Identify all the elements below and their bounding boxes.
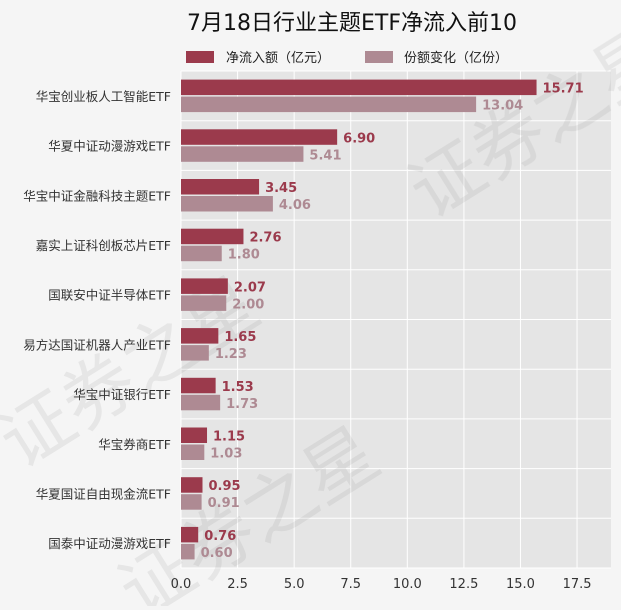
bar-share-change [181,245,222,262]
bar-net-inflow [181,129,338,145]
bar-net-inflow [181,477,203,493]
data-label-share-change: 1.80 [228,248,260,263]
legend-swatch-share-change [365,51,393,63]
bar-net-inflow [181,328,219,344]
data-label-share-change: 13.04 [482,99,523,114]
data-label-net-inflow: 2.07 [234,280,266,295]
bar-share-change [181,96,477,113]
data-label-share-change: 1.23 [215,347,247,362]
bar-share-change [181,345,209,361]
x-tick-label: 17.5 [563,577,592,592]
y-category-label: 华宝券商ETF [98,437,171,452]
y-category-label: 华宝中证金融科技主题ETF [23,188,171,203]
x-tick-label: 15.0 [506,577,535,592]
legend-swatch-net-inflow [186,51,214,63]
bar-share-change [181,543,195,560]
x-tick-label: 12.5 [449,577,478,592]
bar-net-inflow [181,526,199,543]
legend: 净流入额（亿元） 份额变化（亿份） [186,50,508,66]
data-label-net-inflow: 1.65 [224,330,256,345]
data-label-share-change: 2.00 [232,297,264,312]
x-tick-label: 7.5 [340,577,361,592]
data-label-net-inflow: 0.76 [204,529,236,544]
bar-share-change [181,394,221,411]
bar-labels: 15.71 13.04 6.905.41 3.45 4.06 2.76 1.80 2.07 2.… [201,82,584,561]
bar-share-change [181,494,202,510]
data-label-net-inflow: 0.95 [209,479,241,494]
y-category-label: 华夏中证动漫游戏ETF [48,139,171,154]
y-category-label: 嘉实上证科创板芯片ETF [36,238,171,253]
x-tick-label: 10.0 [393,577,422,592]
bar-net-inflow [181,179,260,195]
data-label-share-change: 5.41 [309,148,341,163]
y-axis-labels: 华宝创业板人工智能ETF 华夏中证动漫游戏ETF 华宝中证金融科技主题ETF 嘉实上证… [23,89,171,551]
y-category-label: 华宝创业板人工智能ETF [36,89,171,104]
bar-net-inflow [181,427,208,443]
y-category-label: 华宝中证银行ETF [73,387,171,402]
bar-net-inflow [181,377,216,394]
y-category-label: 华夏国证自由现金流ETF [36,486,171,501]
data-label-share-change: 0.91 [208,496,240,511]
y-category-label: 国泰中证动漫游戏ETF [48,536,171,551]
bar-share-change [181,295,227,311]
chart-title: 7月18日行业主题ETF净流入前10 [187,11,517,36]
y-category-label: 易方达国证机器人产业ETF [23,337,171,352]
data-label-net-inflow: 2.76 [249,231,281,246]
legend-label-share-change: 份额变化（亿份） [404,50,508,66]
x-axis-ticks: 0.0 2.5 5.0 7.5 10.0 12.5 15.0 17.5 [171,577,592,592]
x-tick-label: 2.5 [227,577,248,592]
bar-share-change [181,444,205,460]
data-label-net-inflow: 1.53 [222,380,254,395]
x-tick-label: 0.0 [171,577,192,592]
data-label-net-inflow: 15.71 [543,82,584,97]
bar-share-change [181,196,273,212]
bar-net-inflow [181,228,244,245]
data-label-share-change: 1.03 [210,447,242,462]
legend-label-net-inflow: 净流入额（亿元） [226,51,330,66]
data-label-share-change: 4.06 [279,198,311,213]
bar-net-inflow [181,278,228,294]
data-label-net-inflow: 3.45 [265,181,297,196]
data-label-net-inflow: 6.90 [343,131,375,146]
data-label-net-inflow: 1.15 [213,430,245,445]
y-category-label: 国联安中证半导体ETF [48,288,171,303]
bar-share-change [181,146,304,162]
data-label-share-change: 0.60 [201,546,233,561]
x-tick-label: 5.0 [284,577,305,592]
bars [181,79,537,560]
bar-net-inflow [181,79,537,96]
data-label-share-change: 1.73 [226,397,258,412]
